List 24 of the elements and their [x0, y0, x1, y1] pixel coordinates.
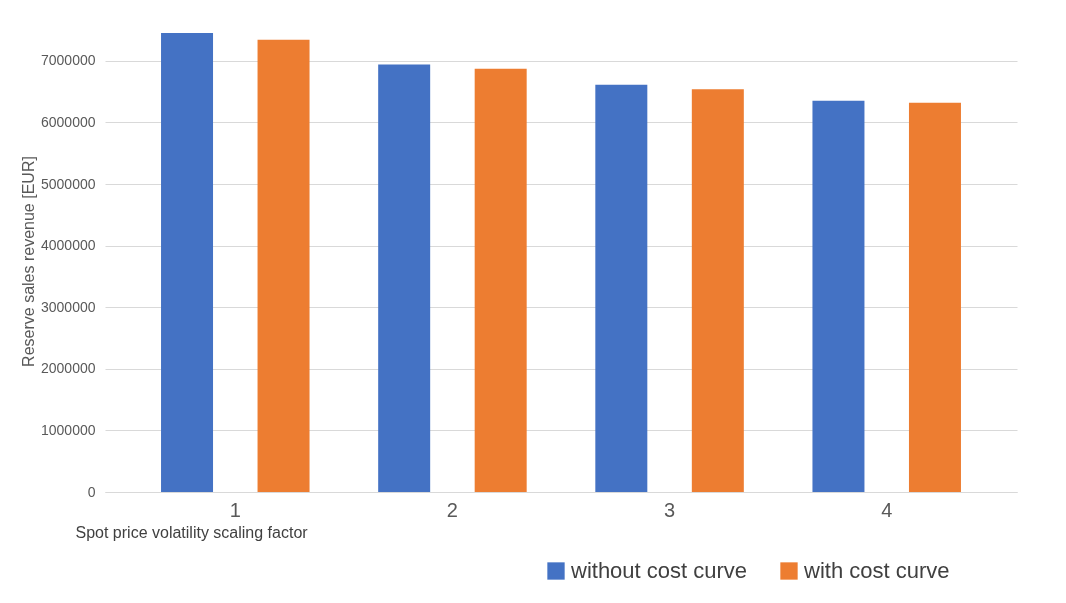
y-tick-label: 3000000 [40, 298, 96, 315]
y-tick-label: 1000000 [40, 421, 96, 438]
bar [908, 102, 961, 492]
legend-label: with cost curve [803, 558, 950, 583]
bar [474, 68, 527, 492]
y-tick-label: 7000000 [40, 52, 96, 69]
x-tick-label: 2 [446, 498, 458, 521]
y-tick-label: 5000000 [40, 175, 96, 192]
x-tick-label: 4 [881, 498, 893, 521]
bar [691, 89, 744, 492]
y-tick-label: 2000000 [40, 360, 96, 377]
y-tick-label: 4000000 [40, 237, 96, 254]
x-axis-title: Spot price volatility scaling factor [75, 523, 309, 541]
y-tick-label: 6000000 [40, 113, 96, 130]
bar [378, 64, 431, 492]
y-tick-label: 0 [87, 483, 96, 500]
bar [595, 84, 648, 492]
y-axis-title: Reserve sales revenue [EUR] [20, 156, 37, 367]
bar [812, 100, 865, 492]
bar [257, 39, 310, 492]
bar [161, 33, 214, 492]
x-tick-label: 1 [229, 498, 241, 521]
x-tick-label: 3 [664, 498, 676, 521]
legend-label: without cost curve [570, 558, 748, 583]
